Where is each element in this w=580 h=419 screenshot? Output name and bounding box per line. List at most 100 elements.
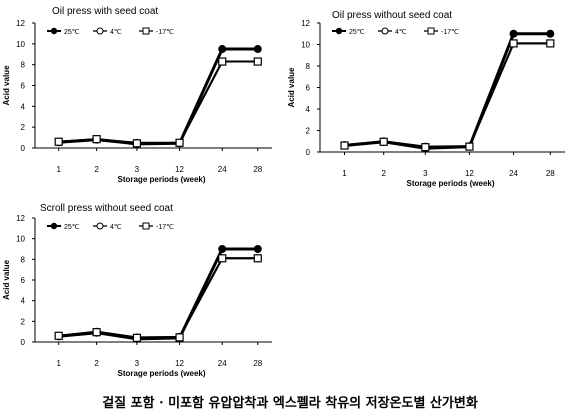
- legend-label: 4℃: [395, 29, 407, 36]
- y-tick-label: 4: [21, 102, 26, 111]
- data-point: [175, 333, 184, 342]
- legend-label: -17℃: [156, 224, 174, 231]
- data-point: [421, 143, 430, 152]
- x-tick-label: 3: [423, 169, 428, 178]
- data-point: [465, 142, 474, 151]
- legend-label: -17℃: [156, 29, 174, 36]
- data-point: [132, 139, 142, 148]
- legend-marker: [381, 27, 389, 35]
- data-point: [218, 45, 227, 54]
- legend-entry: 4℃: [93, 222, 122, 231]
- legend-marker: [50, 222, 58, 230]
- y-tick-label: 12: [301, 19, 310, 28]
- y-tick-label: 6: [21, 82, 26, 91]
- legend-entry: 25℃: [47, 222, 80, 231]
- data-point: [132, 333, 142, 342]
- y-tick-label: 0: [21, 338, 26, 347]
- x-tick-label: 2: [381, 169, 386, 178]
- series-line-1: [344, 32, 551, 150]
- x-tick-label: 2: [94, 165, 99, 174]
- x-axis-label: Storage periods (week): [406, 179, 494, 188]
- legend-marker: [427, 27, 435, 35]
- legend-entry: 4℃: [93, 27, 122, 36]
- legend-label: 25℃: [64, 29, 80, 36]
- y-tick-label: 2: [21, 317, 26, 326]
- x-tick-label: 28: [546, 169, 555, 178]
- data-point: [175, 138, 184, 147]
- series-line-3: [58, 60, 258, 145]
- data-point: [546, 29, 555, 38]
- legend-label: 25℃: [349, 29, 365, 36]
- series-line-2: [58, 257, 258, 339]
- data-point: [379, 137, 388, 146]
- series-line-3: [344, 42, 551, 149]
- x-tick-label: 1: [342, 169, 347, 178]
- legend-entry: 25℃: [47, 27, 80, 36]
- chart-title: Oil press without seed coat: [332, 10, 452, 21]
- figure-caption: 겉질 포함 · 미포함 유압압착과 엑스펠라 착유의 저장온도별 산가변화: [102, 396, 478, 411]
- x-tick-label: 12: [175, 165, 184, 174]
- data-point: [340, 141, 349, 150]
- x-axis-label: Storage periods (week): [117, 175, 205, 184]
- legend-entry: -17℃: [424, 27, 459, 36]
- data-point: [253, 57, 262, 66]
- data-point: [218, 254, 227, 263]
- y-tick-label: 4: [306, 105, 311, 114]
- series-line-3: [58, 257, 258, 339]
- series-line-1: [58, 247, 258, 341]
- series-line-2: [58, 60, 258, 144]
- x-tick-label: 1: [56, 359, 61, 368]
- legend-marker: [142, 27, 150, 35]
- y-axis-label: Acid value: [287, 67, 296, 108]
- data-point: [509, 29, 518, 38]
- x-tick-label: 12: [175, 359, 184, 368]
- x-tick-label: 28: [253, 359, 262, 368]
- data-point: [92, 135, 101, 144]
- y-tick-label: 4: [21, 297, 26, 306]
- x-tick-label: 3: [135, 165, 140, 174]
- y-tick-label: 2: [306, 127, 311, 136]
- series-line-1: [58, 47, 258, 146]
- x-tick-label: 28: [253, 165, 262, 174]
- legend-marker: [142, 222, 150, 230]
- data-point: [92, 328, 101, 337]
- data-point: [54, 137, 63, 146]
- x-tick-label: 24: [218, 165, 227, 174]
- chart-title: Oil press with seed coat: [52, 6, 158, 17]
- y-tick-label: 6: [306, 84, 311, 93]
- x-tick-label: 24: [218, 359, 227, 368]
- legend-marker: [50, 27, 58, 35]
- y-tick-label: 8: [21, 61, 26, 70]
- legend-label: 4℃: [110, 224, 122, 231]
- x-tick-label: 3: [135, 359, 140, 368]
- data-point: [253, 45, 262, 54]
- x-tick-label: 24: [509, 169, 518, 178]
- data-point: [509, 39, 518, 48]
- x-axis-label: Storage periods (week): [117, 369, 205, 378]
- y-tick-label: 0: [21, 144, 26, 153]
- legend-label: -17℃: [441, 29, 459, 36]
- legend-marker: [335, 27, 343, 35]
- y-tick-label: 8: [306, 62, 311, 71]
- data-point: [218, 57, 227, 66]
- y-tick-label: 8: [21, 255, 26, 264]
- x-tick-label: 12: [465, 169, 474, 178]
- data-point: [253, 245, 262, 253]
- legend-entry: 25℃: [332, 27, 365, 36]
- legend-marker: [96, 27, 104, 35]
- y-axis-label: Acid value: [2, 65, 11, 106]
- y-tick-label: 10: [16, 235, 25, 244]
- legend-marker: [96, 222, 104, 230]
- y-tick-label: 10: [16, 40, 25, 49]
- y-tick-label: 10: [301, 41, 310, 50]
- series-line-2: [344, 42, 551, 148]
- legend-entry: 4℃: [378, 27, 407, 36]
- data-point: [218, 245, 227, 253]
- y-tick-label: 12: [16, 214, 25, 223]
- y-axis-label: Acid value: [2, 259, 11, 300]
- legend-entry: -17℃: [139, 27, 174, 36]
- data-point: [546, 39, 555, 48]
